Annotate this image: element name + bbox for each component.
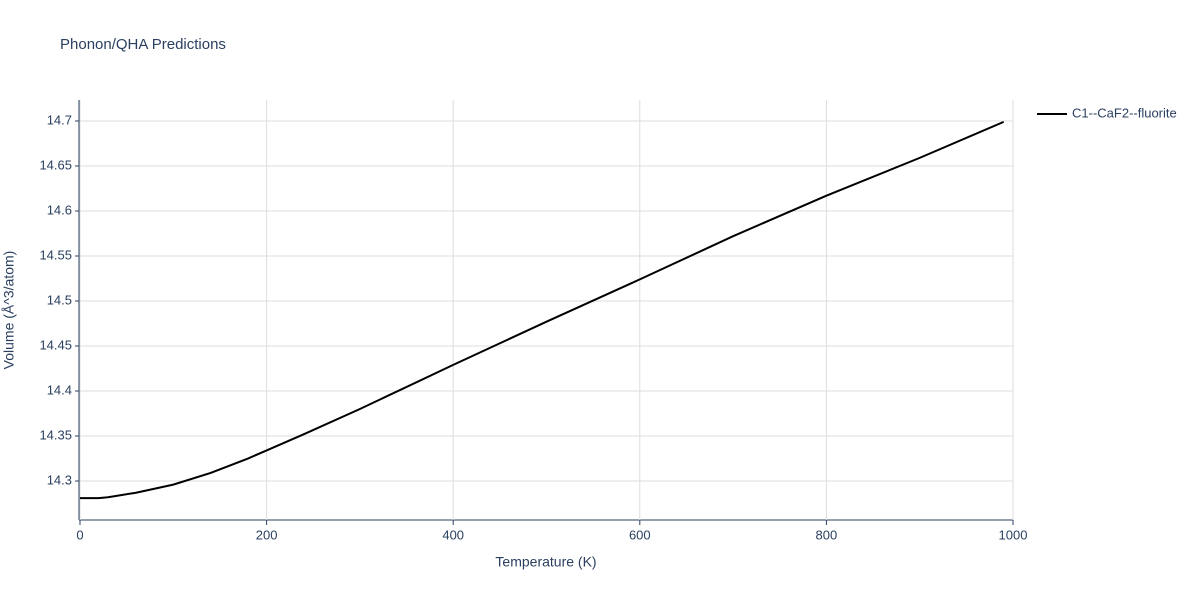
y-tick-label: 14.4 xyxy=(47,382,72,397)
line-series xyxy=(80,120,1005,500)
x-tick-label: 400 xyxy=(442,527,464,542)
y-tick-label: 14.7 xyxy=(47,112,72,127)
y-axis-title: Volume (Å^3/atom) xyxy=(1,251,17,370)
x-tick-label: 800 xyxy=(816,527,838,542)
y-tick-label: 14.55 xyxy=(39,247,72,262)
x-tick-label: 0 xyxy=(76,527,83,542)
x-tick-label: 600 xyxy=(629,527,651,542)
y-tick-label: 14.5 xyxy=(47,292,72,307)
y-tick-label: 14.35 xyxy=(39,427,72,442)
x-tick-label: 1000 xyxy=(999,527,1028,542)
legend-label: C1--CaF2--fluorite xyxy=(1072,105,1177,120)
x-tick-label: 200 xyxy=(256,527,278,542)
x-axis-title: Temperature (K) xyxy=(495,554,596,570)
chart-title: Phonon/QHA Predictions xyxy=(60,36,226,53)
y-tick-label: 14.6 xyxy=(47,202,72,217)
y-tick-label: 14.65 xyxy=(39,157,72,172)
y-tick-label: 14.45 xyxy=(39,337,72,352)
y-tick-label: 14.3 xyxy=(47,472,72,487)
